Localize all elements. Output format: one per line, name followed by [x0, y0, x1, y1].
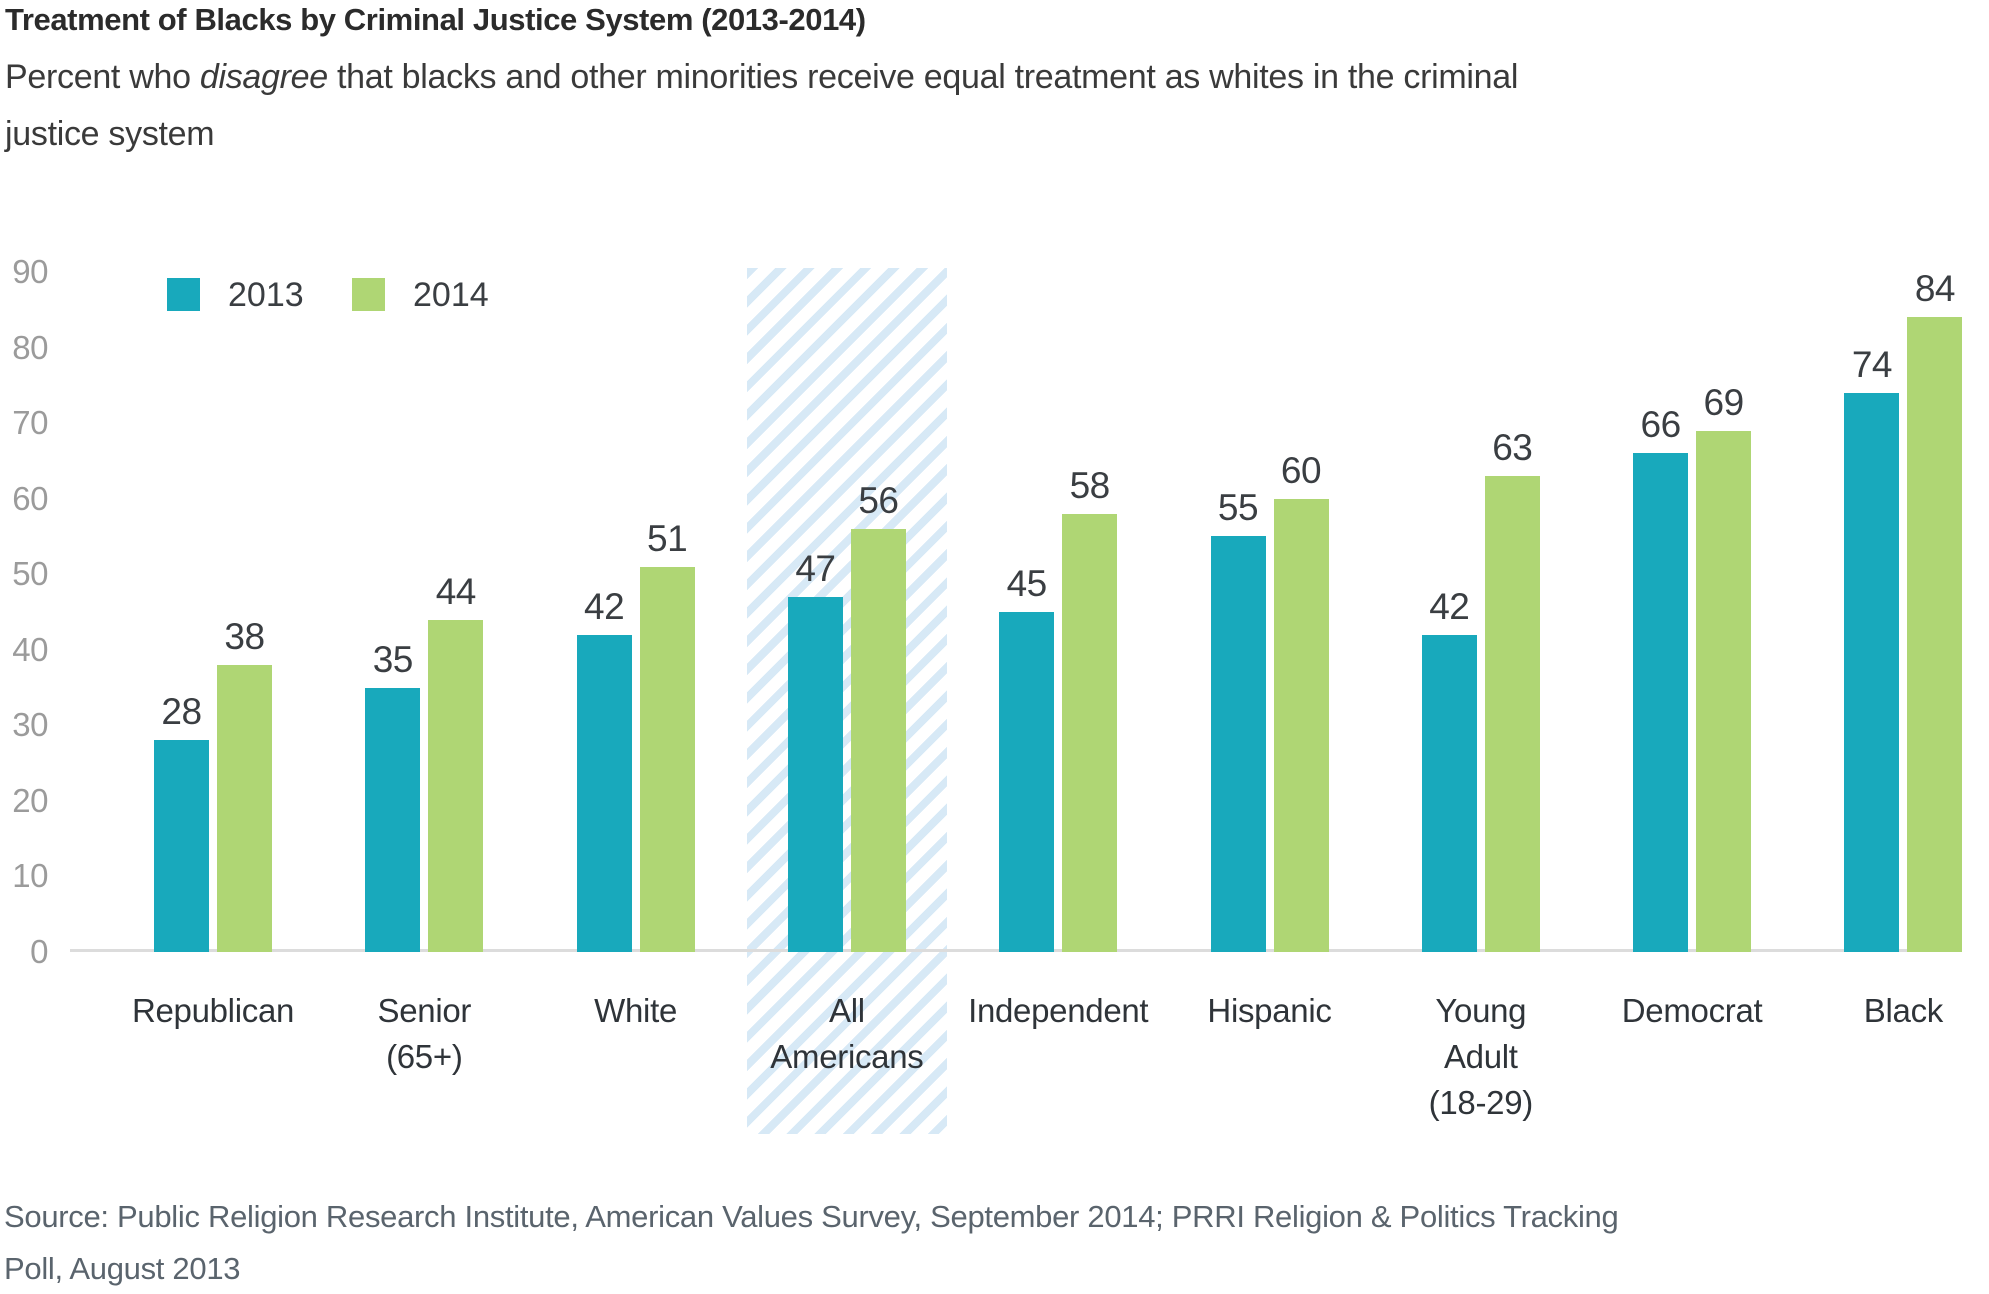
x-axis-label-hispanic: Hispanic [1164, 988, 1376, 1034]
source-line-2: Poll, August 2013 [4, 1251, 241, 1286]
bar-2014-white [639, 566, 695, 952]
value-label-2014-republican: 38 [224, 615, 265, 657]
value-label-2014-hispanic: 60 [1280, 449, 1322, 491]
value-label-2013-white: 42 [584, 585, 625, 627]
x-axis-label-line: White [594, 992, 678, 1029]
bar-2014-all-americans [850, 528, 906, 952]
value-label-2014-democrat: 69 [1703, 381, 1745, 423]
x-axis-label-line: Adult [1443, 1038, 1518, 1075]
bar-2014-hispanic [1273, 498, 1329, 952]
bar-2013-democrat [1633, 453, 1689, 952]
highlight-band [746, 268, 947, 1134]
x-axis-label-black: Black [1797, 988, 1989, 1034]
value-label-2013-independent: 45 [1006, 562, 1048, 604]
y-tick-label: 90 [12, 252, 48, 290]
value-label-2014-young-adult-18-29-: 63 [1492, 426, 1533, 468]
x-axis-label-white: White [530, 988, 742, 1034]
x-axis-label-line: (65+) [386, 1038, 463, 1075]
y-tick-label: 30 [12, 706, 48, 744]
bar-2013-republican [154, 740, 209, 952]
legend-swatch-2013 [167, 278, 200, 311]
y-tick-label: 50 [12, 555, 48, 593]
bar-2014-black [1907, 317, 1963, 952]
value-label-2013-young-adult-18-29-: 42 [1429, 585, 1470, 627]
x-axis-label-democrat: Democrat [1586, 988, 1798, 1034]
chart-title: Treatment of Blacks by Criminal Justice … [5, 2, 866, 37]
x-axis-label-line: Republican [131, 992, 295, 1029]
x-axis-label-line: Americans [770, 1038, 924, 1075]
bar-2014-young-adult-18-29- [1484, 475, 1540, 952]
x-axis-label-line: Black [1863, 992, 1944, 1029]
source-note: Source: Public Religion Research Institu… [4, 1191, 1619, 1294]
y-tick-label: 80 [12, 328, 48, 366]
value-label-2013-senior-65-: 35 [372, 638, 414, 680]
y-tick-label: 70 [12, 404, 48, 442]
x-axis-label-young-adult-18-29-: Young Adult (18-29) [1375, 988, 1587, 1126]
bar-2013-young-adult-18-29- [1421, 634, 1477, 952]
x-axis-label-all-americans: All Americans [741, 988, 953, 1080]
value-label-2013-all-americans: 47 [795, 547, 836, 589]
legend-label-2014: 2014 [413, 276, 489, 314]
bar-2013-hispanic [1210, 536, 1266, 952]
y-tick-label: 20 [12, 781, 48, 819]
y-tick-label: 60 [12, 479, 48, 517]
x-axis-label-line: Democrat [1621, 992, 1763, 1029]
x-axis-label-line: Independent [968, 992, 1149, 1029]
subtitle-text-prefix: Percent who [5, 58, 200, 96]
value-label-2014-independent: 58 [1069, 464, 1111, 506]
y-tick-label: 0 [30, 933, 48, 970]
x-axis-label-senior-65-: Senior (65+) [318, 988, 530, 1080]
x-axis-label-line: (18-29) [1428, 1084, 1534, 1121]
bar-2014-democrat [1696, 430, 1752, 952]
y-tick-label: 10 [12, 857, 48, 895]
bar-2013-all-americans [787, 596, 843, 952]
value-label-2014-white: 51 [647, 517, 688, 559]
value-label-2014-black: 84 [1914, 268, 1956, 310]
x-axis-label-line: Senior [377, 992, 472, 1029]
value-label-2013-hispanic: 55 [1217, 487, 1259, 529]
legend-swatch-2014 [352, 278, 385, 311]
x-axis-label-republican: Republican [107, 988, 319, 1034]
bar-2014-independent [1062, 513, 1118, 952]
bar-2014-senior-65- [428, 619, 484, 952]
bar-2013-black [1844, 392, 1900, 952]
legend-label-2013: 2013 [228, 276, 304, 314]
bar-2014-republican [217, 664, 272, 952]
value-label-2014-senior-65-: 44 [435, 570, 477, 612]
bar-2013-white [576, 634, 632, 952]
value-label-2013-republican: 28 [161, 691, 202, 733]
x-axis-label-line: Hispanic [1207, 992, 1332, 1029]
subtitle-emphasis: disagree [199, 58, 328, 96]
x-axis-label-independent: Independent [952, 988, 1164, 1034]
chart-subtitle: Percent who disagree that blacks and oth… [5, 49, 1565, 163]
subtitle-text-suffix: that blacks and other minorities receive… [5, 58, 1519, 153]
x-axis-label-line: All [829, 992, 865, 1029]
source-line-1: Source: Public Religion Research Institu… [4, 1199, 1619, 1234]
value-label-2014-all-americans: 56 [858, 479, 899, 521]
value-label-2013-black: 74 [1851, 343, 1893, 385]
y-tick-label: 40 [12, 630, 48, 668]
bar-2013-independent [999, 611, 1055, 952]
value-label-2013-democrat: 66 [1640, 404, 1682, 446]
x-axis-label-line: Young [1435, 992, 1527, 1029]
bar-2013-senior-65- [365, 687, 421, 952]
